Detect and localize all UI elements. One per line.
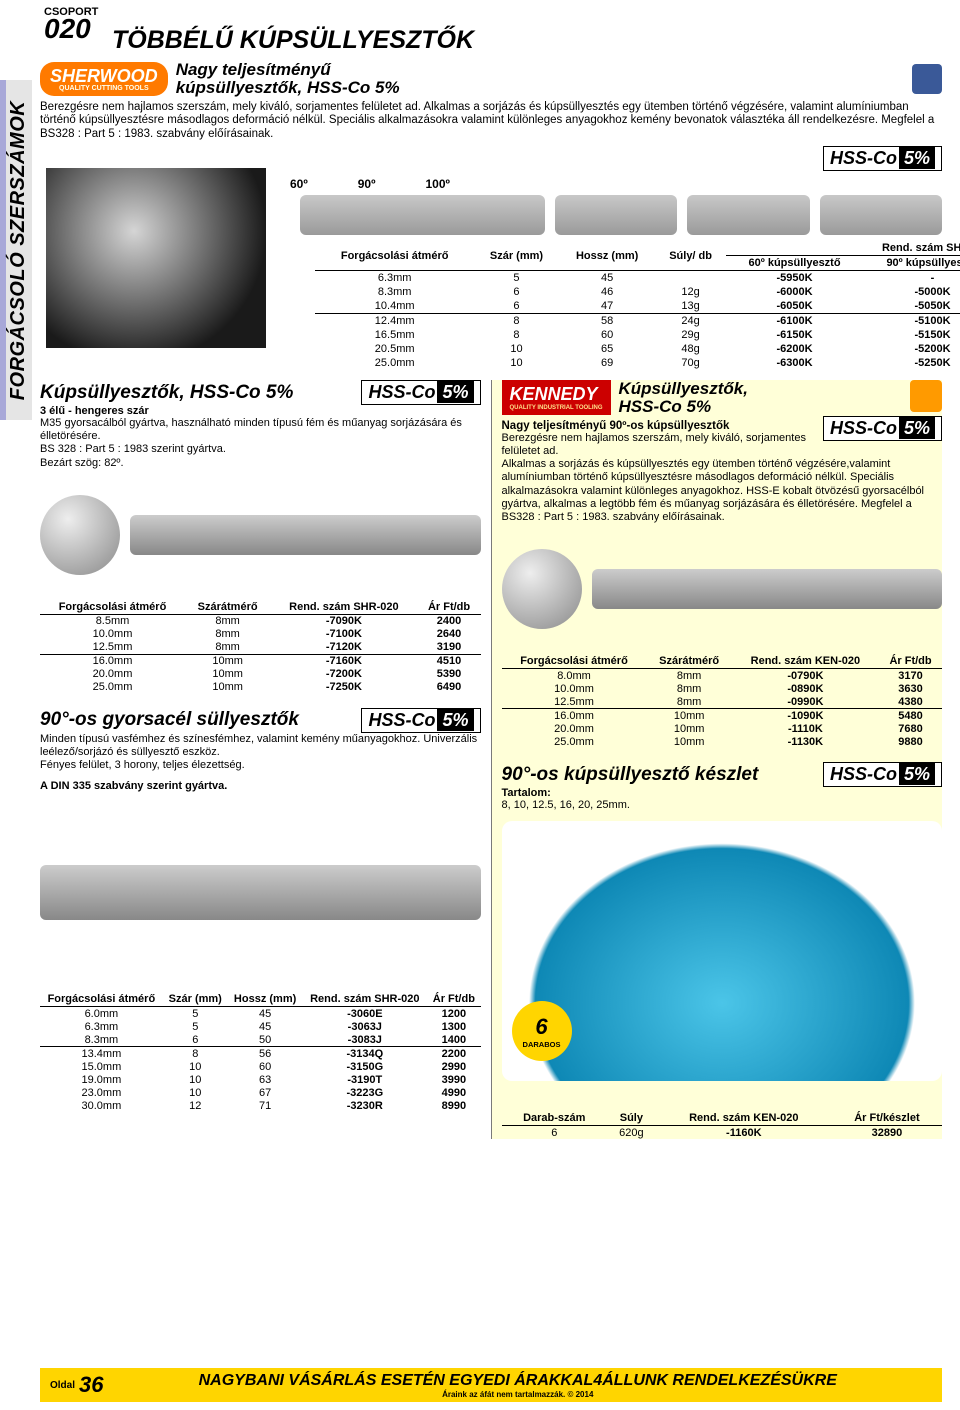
table-row: 12.5mm8mm-0990K4380: [502, 695, 943, 709]
section5-tartalom: Tartalom:: [502, 787, 943, 799]
table-row: 12.5mm8mm-7120K3190: [40, 641, 481, 655]
section2-sub: 3 élű - hengeres szár: [40, 405, 481, 417]
angle-images: [300, 195, 942, 235]
section2-image: [40, 490, 481, 580]
table-row: 25.0mm10mm-1130K9880: [502, 735, 943, 748]
tool-image-large: [300, 195, 545, 235]
product-hero-image: [46, 168, 266, 348]
table-row: 30.0mm1271-3230R8990: [40, 1099, 481, 1112]
table-row: 10.0mm8mm-0890K3630: [502, 682, 943, 695]
table-section5: Darab-szám Súly Rend. szám KEN-020 Ár Ft…: [502, 1111, 943, 1139]
left-column: Kúpsüllyesztők, HSS-Co 5% HSS-Co5% 3 élű…: [40, 380, 481, 1139]
table-row: 16.0mm10mm-1090K5480: [502, 709, 943, 723]
kennedy-logo: KENNEDY QUALITY INDUSTRIAL TOOLING: [502, 380, 611, 415]
table-row: 19.0mm1063-3190T3990: [40, 1073, 481, 1086]
page-footer: Oldal 36 NAGYBANI VÁSÁRLÁS ESETÉN EGYEDI…: [40, 1368, 942, 1402]
section-high-performance: SHERWOOD QUALITY CUTTING TOOLS Nagy telj…: [40, 61, 942, 370]
section1-desc: Berezgésre nem hajlamos szerszám, mely k…: [40, 101, 942, 142]
countersink-end-image: [502, 549, 582, 629]
section4-desc: Minden típusú vasfémhez és színesfémhez,…: [40, 733, 481, 773]
table-row: 6.3mm545-3063J1300: [40, 1020, 481, 1033]
tool-image-100: [820, 195, 942, 235]
section5-title: 90°-os kúpsüllyesztő készlet: [502, 764, 759, 786]
pieces-badge: 6 DARABOS: [512, 1001, 572, 1061]
section1-title: Nagy teljesítményű kúpsüllyesztők, HSS-C…: [176, 61, 400, 97]
section3-desc: Berezgésre nem hajlamos szerszám, mely k…: [502, 432, 943, 524]
section3-image: [502, 544, 943, 634]
tool-image-60: [555, 195, 677, 235]
hss-badge: HSS-Co5%: [361, 708, 480, 733]
hss-badge: HSS-Co5%: [823, 146, 942, 171]
countersink-end-image: [40, 495, 120, 575]
right-column: KENNEDY QUALITY INDUSTRIAL TOOLING Kúpsü…: [491, 380, 943, 1139]
group-badge: CSOPORT 020: [44, 6, 98, 40]
table-row: 20.0mm10mm-1110K7680: [502, 722, 943, 735]
table-row: 25.0mm106970g-6300K-5250K-5750K9600: [315, 356, 960, 370]
hss-badge: HSS-Co5%: [823, 762, 942, 787]
table-row: 25.0mm10mm-7250K6490: [40, 681, 481, 694]
section4-image: [40, 832, 481, 952]
table-section3: Forgácsolási átmérő Szárátmérő Rend. szá…: [502, 654, 943, 748]
countersink-side-image: [592, 569, 943, 609]
table-row: 10.4mm64713g-6050K-5050K-5550K2800: [315, 299, 960, 314]
table-row: 8.5mm8mm-7090K2400: [40, 614, 481, 628]
table-section1: Forgácsolási átmérő Szár (mm) Hossz (mm)…: [315, 241, 960, 370]
table-row: 8.3mm64612g-6000K-5000K-5500K2400: [315, 285, 960, 299]
table-row: 13.4mm856-3134Q2200: [40, 1047, 481, 1061]
countersink-side-image: [130, 515, 481, 555]
industrial-icon: [910, 380, 942, 412]
section4-title: 90°-os gyorsacél süllyesztők: [40, 709, 299, 731]
standard-icon: [912, 64, 942, 94]
hss-badge: HSS-Co5%: [823, 416, 942, 441]
section2-desc: M35 gyorsacálból gyártva, használható mi…: [40, 417, 481, 470]
countersink-image: [40, 865, 481, 920]
table-section4: Forgácsolási átmérő Szár (mm) Hossz (mm)…: [40, 992, 481, 1112]
section2-title: Kúpsüllyesztők, HSS-Co 5%: [40, 382, 293, 404]
sherwood-logo: SHERWOOD QUALITY CUTTING TOOLS: [40, 62, 168, 96]
page-title: TÖBBÉLŰ KÚPSÜLLYESZTŐK: [112, 10, 942, 55]
angle-labels: 60º 90º 100º: [290, 177, 942, 191]
table-row: 6.3mm545-5950K--5450K1600: [315, 271, 960, 286]
table-row: 8.0mm8mm-0790K3170: [502, 669, 943, 683]
tool-image-90: [687, 195, 809, 235]
table-row: 20.5mm106548g-6200K-5200K-5700K7500: [315, 342, 960, 356]
category-sidebar: FORGÁCSOLÓ SZERSZÁMOK: [0, 80, 32, 420]
hss-badge: HSS-Co5%: [361, 380, 480, 405]
footer-message: NAGYBANI VÁSÁRLÁS ESETÉN EGYEDI ÁRAKKAL4…: [104, 1372, 933, 1399]
table-row: 10.0mm8mm-7100K2640: [40, 628, 481, 641]
table-row: 6.0mm545-3060E1200: [40, 1007, 481, 1021]
table-row: 15.0mm1060-3150G2990: [40, 1060, 481, 1073]
set-image: 6 DARABOS: [502, 821, 943, 1081]
table-row: 23.0mm1067-3223G4990: [40, 1086, 481, 1099]
table-row: 6 620g -1160K 32890: [502, 1126, 943, 1140]
section5-sizes: 8, 10, 12.5, 16, 20, 25mm.: [502, 799, 943, 811]
table-section2: Forgácsolási átmérő Szárátmérő Rend. szá…: [40, 600, 481, 694]
table-row: 20.0mm10mm-7200K5390: [40, 668, 481, 681]
section4-standard: A DIN 335 szabvány szerint gyártva.: [40, 780, 481, 792]
section3-title: Kúpsüllyesztők, HSS-Co 5%: [619, 380, 748, 416]
table-row: 16.5mm86029g-6150K-5150K-5650K4800: [315, 328, 960, 342]
table-row: 16.0mm10mm-7160K4510: [40, 654, 481, 668]
page-number: 36: [79, 1372, 103, 1398]
category-label: FORGÁCSOLÓ SZERSZÁMOK: [8, 100, 31, 399]
table-row: 8.3mm650-3083J1400: [40, 1033, 481, 1047]
group-number: 020: [44, 18, 98, 40]
table-row: 12.4mm85824g-6100K-5100K-5600K3600: [315, 314, 960, 329]
